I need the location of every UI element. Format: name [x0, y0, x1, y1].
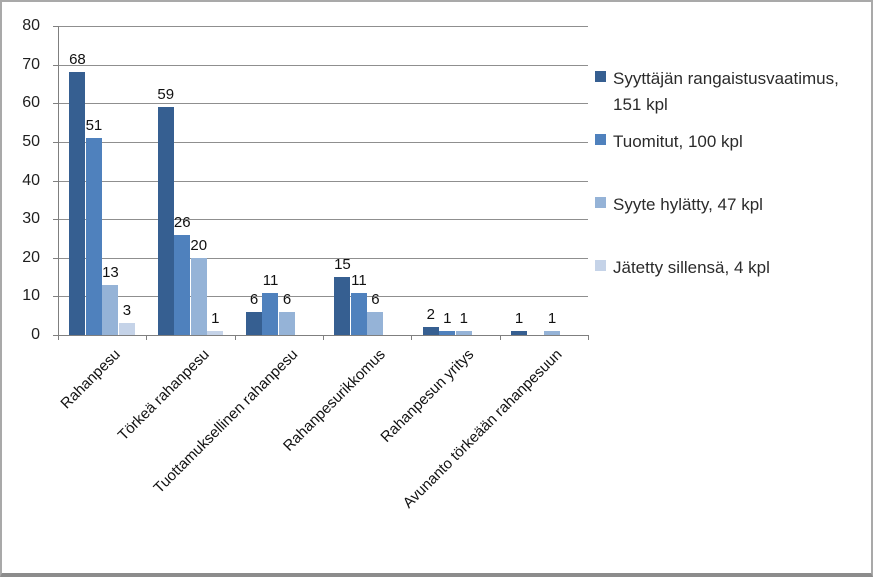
bar-tuomitut [85, 138, 102, 335]
category-label: Rahanpesu [57, 346, 125, 413]
legend-swatch-icon [595, 134, 606, 145]
y-tick-label: 30 [22, 210, 40, 228]
bar-syytt-j-n-rangaistusvaatimus [69, 72, 86, 335]
bar-j-tetty-sillens- [207, 331, 223, 335]
bar-value-label: 2 [426, 306, 435, 324]
gridline [58, 103, 588, 105]
legend-item: Syyte hylätty, 47 kpl [595, 192, 871, 218]
bar-value-label: 1 [211, 310, 220, 328]
bar-value-label: 11 [262, 271, 279, 289]
x-axis-tick [323, 335, 324, 340]
x-axis-tick [588, 335, 589, 340]
y-tick-label: 40 [22, 171, 40, 189]
gridline [58, 296, 588, 298]
bar-value-label: 1 [443, 310, 452, 328]
x-axis-tick [146, 335, 148, 340]
bar-syyte-hyl-tty [278, 311, 295, 335]
bar-value-label: 15 [334, 256, 351, 274]
bar-value-label: 20 [190, 236, 208, 254]
category-label: Tuottamuksellinen rahanpesu [150, 346, 301, 497]
bar-value-label: 26 [173, 213, 191, 231]
gridline [58, 26, 588, 27]
legend-item: Jätetty sillensä, 4 kpl [595, 255, 871, 281]
legend-label: Syyte hylätty, 47 kpl [613, 195, 763, 214]
bar-syytt-j-n-rangaistusvaatimus [157, 107, 174, 335]
legend-swatch-icon [595, 71, 606, 82]
gridline [58, 257, 588, 259]
x-axis-tick [499, 335, 501, 340]
y-tick-label: 60 [22, 94, 40, 112]
bar-syytt-j-n-rangaistusvaatimus [334, 277, 351, 335]
y-axis-tick [53, 26, 58, 27]
bar-value-label: 59 [157, 86, 175, 104]
y-tick-label: 80 [22, 17, 40, 34]
bar-syyte-hyl-tty [455, 331, 472, 335]
category-label: Törkeä rahanpesu [114, 346, 213, 445]
bar-value-label: 3 [122, 302, 132, 320]
bar-tuomitut [262, 292, 279, 335]
legend-label: Jätetty sillensä, 4 kpl [613, 258, 770, 277]
y-axis-tick [53, 296, 58, 298]
y-axis [58, 26, 59, 335]
bar-value-label: 1 [459, 310, 468, 328]
bar-syyte-hyl-tty [543, 331, 560, 335]
bar-tuomitut [174, 234, 190, 335]
x-axis-tick [58, 335, 59, 340]
y-axis-tick [53, 219, 58, 221]
bar-j-tetty-sillens- [118, 323, 135, 335]
bar-value-label: 11 [351, 271, 367, 289]
bar-tuomitut [439, 331, 455, 335]
y-axis-tick [53, 257, 58, 259]
y-tick-label: 50 [22, 132, 40, 150]
x-axis-tick [234, 335, 236, 340]
y-axis-tick [53, 141, 58, 143]
bar-value-label: 6 [282, 290, 292, 308]
bar-syytt-j-n-rangaistusvaatimus [422, 327, 439, 335]
legend-swatch-icon [595, 260, 606, 271]
legend-label: Syyttäjän rangaistusvaatimus, 151 kpl [613, 69, 839, 114]
bar-syytt-j-n-rangaistusvaatimus [245, 311, 262, 335]
bar-syyte-hyl-tty [367, 311, 384, 335]
bar-value-label: 51 [85, 117, 103, 134]
category-label: Rahanpesun yritys [377, 346, 478, 446]
gridline [58, 219, 588, 221]
y-tick-label: 10 [22, 287, 40, 305]
y-tick-label: 20 [22, 248, 40, 266]
y-axis-tick [53, 180, 58, 182]
bar-value-label: 6 [371, 290, 380, 308]
legend-item: Syyttäjän rangaistusvaatimus, 151 kpl [595, 66, 871, 118]
gridline [58, 64, 588, 66]
bar-value-label: 68 [69, 51, 86, 69]
legend-label: Tuomitut, 100 kpl [613, 132, 743, 151]
bar-value-label: 13 [102, 263, 119, 281]
y-tick-label: 0 [31, 326, 40, 343]
bar-value-label: 1 [514, 310, 524, 328]
y-axis-tick [53, 103, 58, 105]
legend-item: Tuomitut, 100 kpl [595, 129, 871, 155]
gridline [58, 180, 588, 182]
y-tick-label: 70 [22, 55, 40, 73]
category-label: Avunanto törkeään rahanpesuun [400, 346, 566, 512]
x-axis-tick [411, 335, 413, 340]
bar-tuomitut [350, 292, 367, 335]
gridline [58, 141, 588, 143]
bar-syyte-hyl-tty [102, 284, 119, 335]
bar-value-label: 1 [547, 310, 557, 328]
bar-syyte-hyl-tty [190, 257, 207, 335]
bar-syytt-j-n-rangaistusvaatimus [510, 331, 527, 335]
bar-value-label: 6 [249, 290, 259, 308]
y-axis-tick [53, 64, 58, 66]
legend-swatch-icon [595, 197, 606, 208]
y-axis-tick [53, 335, 58, 336]
